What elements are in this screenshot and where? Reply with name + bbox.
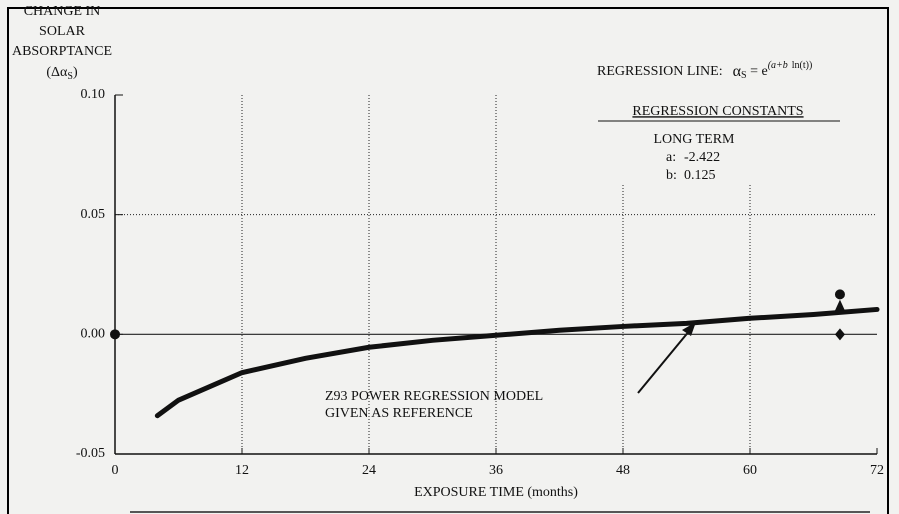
regression-sup: ln(t)) bbox=[792, 60, 813, 71]
x-tick-label: 72 bbox=[870, 463, 884, 478]
x-axis-label: EXPOSURE TIME (months) bbox=[414, 485, 578, 500]
regression-part: REGRESSION LINE: bbox=[597, 64, 723, 79]
marker bbox=[834, 289, 845, 300]
regression-curve bbox=[154, 306, 880, 419]
y-label-line: CHANGE IN bbox=[24, 4, 101, 19]
regression-part: α bbox=[733, 63, 742, 80]
marker bbox=[834, 299, 845, 311]
y-label-line: SOLAR bbox=[39, 24, 86, 39]
y-label-part: (Δα bbox=[46, 65, 68, 80]
y-tick-label: 0.10 bbox=[81, 87, 106, 102]
constant-a-label: a: bbox=[666, 150, 676, 165]
x-tick-label: 12 bbox=[235, 463, 249, 478]
x-tick-label: 0 bbox=[112, 463, 119, 478]
y-tick-label: 0.05 bbox=[81, 207, 106, 222]
y-tick-label: -0.05 bbox=[76, 446, 105, 461]
annotation-arrowhead bbox=[682, 322, 696, 336]
annotation-line: GIVEN AS REFERENCE bbox=[325, 406, 473, 421]
regression-sub: S bbox=[741, 70, 747, 81]
constants-subtitle: LONG TERM bbox=[653, 132, 735, 147]
y-label-part: ) bbox=[73, 65, 78, 80]
annotation-arrow bbox=[637, 329, 691, 394]
constants-title: REGRESSION CONSTANTS bbox=[632, 104, 803, 119]
y-axis-label: CHANGE IN SOLAR ABSORPTANCE (ΔαS) bbox=[12, 4, 112, 82]
x-tick-label: 60 bbox=[743, 463, 757, 478]
constant-b: 0.125 bbox=[684, 168, 716, 183]
annotation-line: Z93 POWER REGRESSION MODEL bbox=[325, 389, 543, 404]
x-tick-label: 24 bbox=[362, 463, 376, 478]
x-tick-label: 36 bbox=[489, 463, 503, 478]
y-tick-label: 0.00 bbox=[81, 327, 106, 342]
y-label-line: (ΔαS) bbox=[46, 65, 78, 82]
marker bbox=[834, 328, 845, 341]
regression-line-label: REGRESSION LINE: αS = e(a+b ln(t)) bbox=[597, 60, 812, 81]
regression-sup: (a+b bbox=[768, 60, 788, 71]
x-tick-label: 48 bbox=[616, 463, 630, 478]
frame bbox=[7, 7, 889, 514]
constant-b-label: b: bbox=[666, 168, 677, 183]
constant-a: -2.422 bbox=[684, 150, 720, 165]
regression-part: = e bbox=[747, 64, 768, 79]
marker bbox=[110, 329, 120, 340]
y-label-line: ABSORPTANCE bbox=[12, 44, 112, 59]
y-label-sub: S bbox=[67, 71, 73, 82]
